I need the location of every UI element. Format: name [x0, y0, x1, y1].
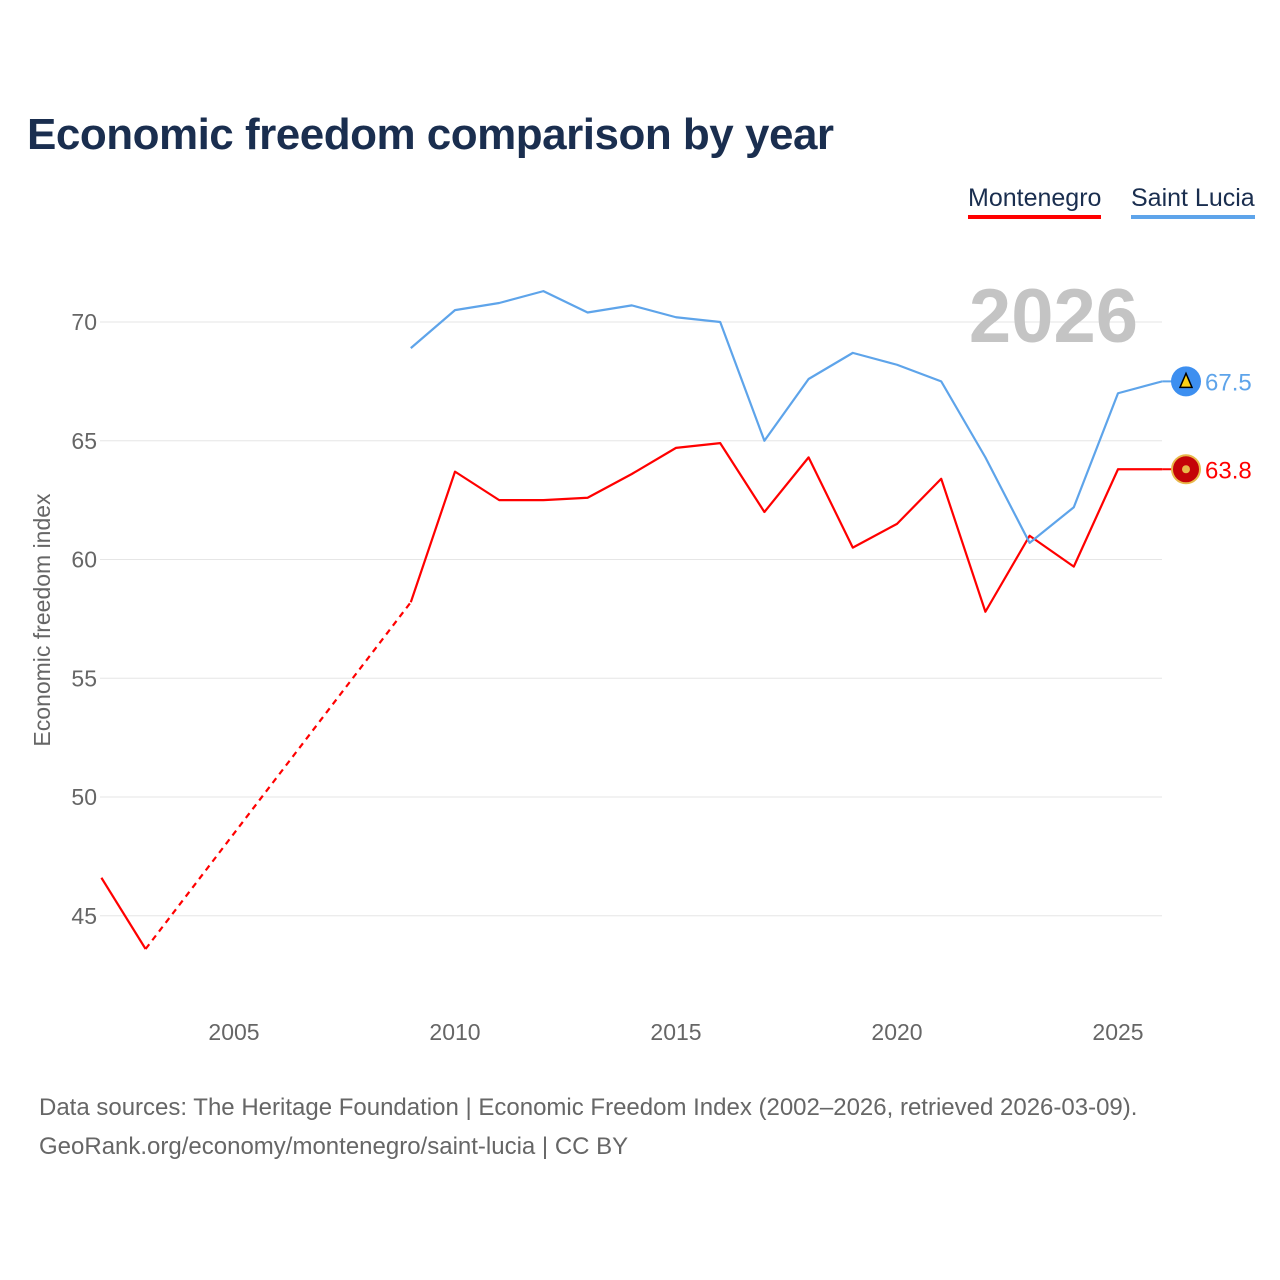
end-value-label-saint-lucia: 67.5 [1205, 369, 1252, 396]
y-tick-label: 50 [71, 784, 97, 810]
year-watermark: 2026 [969, 274, 1138, 359]
end-value-label-montenegro: 63.8 [1205, 457, 1252, 484]
y-tick-label: 70 [71, 309, 97, 335]
x-tick-label: 2020 [871, 1019, 922, 1045]
credit-line: GeoRank.org/economy/montenegro/saint-luc… [39, 1133, 629, 1160]
series-line-montenegro [409, 442, 1163, 613]
y-tick-label: 45 [71, 903, 97, 929]
series-line-saint-lucia [410, 290, 1163, 544]
x-tick-label: 2015 [650, 1019, 701, 1045]
y-tick-label: 55 [71, 665, 97, 691]
series-gap-dashed-montenegro [144, 601, 412, 950]
source-line: Data sources: The Heritage Foundation | … [39, 1094, 1138, 1121]
x-tick-label: 2010 [429, 1019, 480, 1045]
chart-title: Economic freedom comparison by year [27, 110, 834, 159]
legend-saint-lucia[interactable]: Saint Lucia [1131, 184, 1255, 219]
flag-emblem [1182, 465, 1190, 474]
x-tick-label: 2005 [208, 1019, 259, 1045]
series-line-montenegro [100, 877, 147, 950]
y-tick-label: 65 [71, 428, 97, 454]
x-tick-label: 2025 [1092, 1019, 1143, 1045]
flag-triangle [1178, 371, 1194, 389]
y-axis-label: Economic freedom index [29, 493, 55, 747]
source-note: Data sources: The Heritage Foundation | … [39, 1088, 1137, 1166]
y-tick-label: 60 [71, 547, 97, 573]
legend-montenegro[interactable]: Montenegro [968, 184, 1102, 219]
